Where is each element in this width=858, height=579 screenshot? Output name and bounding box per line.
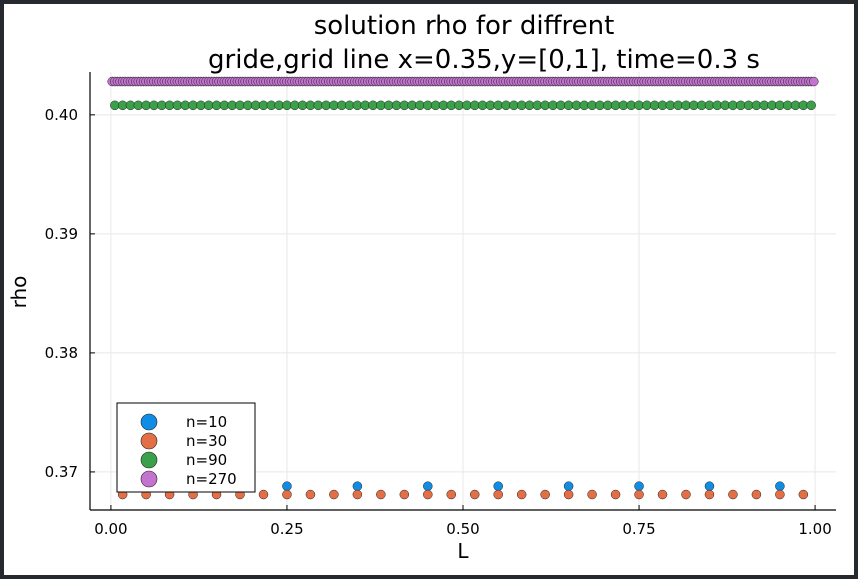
data-point xyxy=(516,489,527,500)
legend: n=10n=30n=90n=270 xyxy=(116,402,256,493)
data-point xyxy=(634,481,644,491)
data-point xyxy=(657,489,668,500)
data-point xyxy=(540,489,550,500)
data-series xyxy=(107,76,819,500)
x-tick-label: 0.50 xyxy=(446,520,479,538)
data-point xyxy=(634,489,644,500)
data-point xyxy=(352,489,363,500)
data-point xyxy=(681,489,691,500)
legend-box xyxy=(116,402,256,493)
data-point xyxy=(352,481,363,491)
data-point xyxy=(399,489,410,500)
y-tick-label: 0.38 xyxy=(45,344,78,362)
chart-title-line-2: gride,grid line x=0.35,y=[0,1], time=0.3… xyxy=(208,45,760,75)
data-point xyxy=(798,489,809,500)
data-point xyxy=(493,481,503,491)
data-point xyxy=(775,489,785,500)
data-point xyxy=(469,489,480,500)
legend-marker xyxy=(140,432,158,450)
y-tick-label: 0.40 xyxy=(45,106,78,124)
chart-canvas: 0.00 0.25 0.50 0.75 1.00 0.37 0.38 0.39 0.40 so… xyxy=(4,4,854,575)
y-tick-labels: 0.37 0.38 0.39 0.40 xyxy=(45,106,95,481)
x-tick-label: 0.00 xyxy=(94,520,127,538)
data-point xyxy=(563,489,574,500)
x-tick-label: 0.75 xyxy=(622,520,655,538)
data-point xyxy=(423,489,433,500)
data-point xyxy=(751,489,762,500)
data-point xyxy=(258,489,269,500)
data-point xyxy=(775,481,785,491)
chart-title-line-1: solution rho for diffrent xyxy=(314,11,615,41)
data-point xyxy=(587,489,597,500)
series-n=270 xyxy=(107,76,819,87)
legend-label: n=270 xyxy=(186,470,237,488)
data-point xyxy=(282,489,292,500)
legend-label: n=10 xyxy=(186,413,227,431)
data-point xyxy=(282,481,292,491)
data-point xyxy=(728,489,738,500)
data-point xyxy=(423,481,433,491)
x-tick-label: 1.00 xyxy=(798,520,831,538)
x-tick-labels: 0.00 0.25 0.50 0.75 1.00 xyxy=(94,505,832,538)
data-point xyxy=(329,489,339,500)
series-n=30 xyxy=(117,489,809,500)
legend-marker xyxy=(140,413,158,431)
legend-marker xyxy=(140,451,158,469)
legend-label: n=90 xyxy=(186,451,227,469)
data-point xyxy=(563,481,574,491)
y-tick-label: 0.39 xyxy=(45,225,78,243)
data-point xyxy=(305,489,316,500)
data-point xyxy=(493,489,503,500)
legend-marker xyxy=(140,470,158,488)
data-point xyxy=(704,481,715,491)
data-point xyxy=(809,76,819,87)
data-point xyxy=(446,489,457,500)
x-axis-label: L xyxy=(457,539,469,563)
legend-label: n=30 xyxy=(186,432,227,450)
data-point xyxy=(376,489,386,500)
y-axis-label: rho xyxy=(7,276,31,309)
y-tick-label: 0.37 xyxy=(45,463,78,481)
scatter-chart: 0.00 0.25 0.50 0.75 1.00 0.37 0.38 0.39 0.40 so… xyxy=(7,11,836,563)
series-n=90 xyxy=(110,100,816,111)
data-point xyxy=(704,489,715,500)
data-point xyxy=(610,489,621,500)
data-point xyxy=(806,100,816,111)
x-tick-label: 0.25 xyxy=(270,520,303,538)
